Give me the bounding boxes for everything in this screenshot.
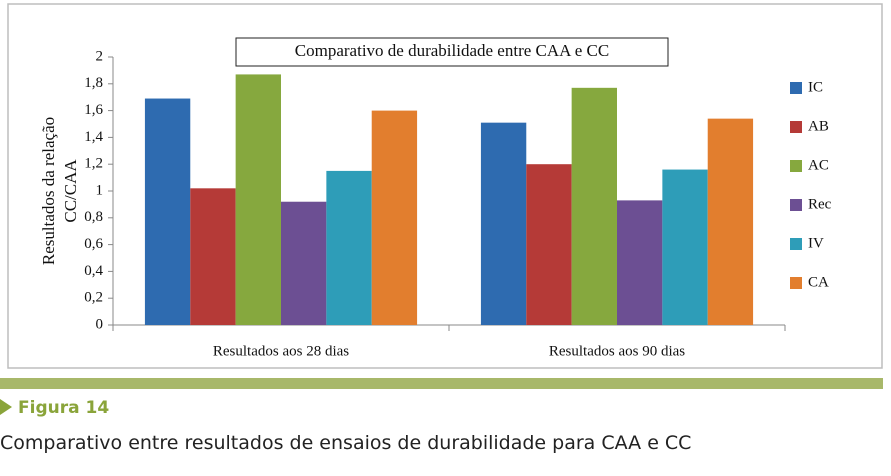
y-tick-label: 2 (96, 48, 104, 64)
legend-label: CA (808, 274, 829, 290)
bar (662, 169, 708, 325)
bar (617, 200, 663, 325)
y-tick-label: 1,2 (84, 156, 103, 172)
bar (371, 110, 418, 325)
legend-swatch (790, 82, 802, 94)
y-tick-label: 1 (96, 182, 104, 198)
bar (144, 98, 191, 325)
y-tick-label: 0,2 (84, 290, 103, 306)
y-axis-label: CC/CAA (61, 159, 80, 223)
legend-swatch (790, 121, 802, 133)
y-tick-label: 1,4 (84, 129, 103, 145)
chart-title: Comparativo de durabilidade entre CAA e … (295, 41, 609, 60)
bar (235, 74, 281, 325)
legend-label: AC (808, 157, 829, 173)
y-tick-label: 0,8 (84, 209, 103, 225)
legend-swatch (790, 277, 802, 289)
legend-label: AB (808, 118, 829, 134)
x-tick-label: Resultados aos 28 dias (213, 343, 349, 359)
y-tick-label: 0,4 (84, 263, 103, 279)
legend-label: Rec (808, 196, 832, 212)
bar (326, 170, 372, 325)
figure-caption: Comparativo entre resultados de ensaios … (0, 432, 692, 454)
legend-label: IC (808, 79, 823, 95)
y-tick-label: 1,8 (84, 75, 103, 91)
figure-label: Figura 14 (0, 398, 109, 418)
chart: Comparativo de durabilidade entre CAA e … (0, 3, 883, 389)
bar (480, 122, 527, 325)
bar (707, 118, 754, 325)
legend-swatch (790, 238, 802, 250)
marker (0, 399, 12, 415)
y-tick-label: 0,6 (84, 236, 103, 252)
bar (190, 188, 236, 325)
bar (526, 164, 572, 325)
legend-label: IV (808, 235, 824, 251)
y-tick-label: 0 (96, 316, 104, 332)
legend-swatch (790, 160, 802, 172)
title-box (235, 37, 669, 67)
bar (281, 201, 327, 325)
x-tick-label: Resultados aos 90 dias (549, 343, 685, 359)
y-tick-label: 1,6 (84, 102, 103, 118)
y-axis-label: Resultados da relação (39, 117, 58, 265)
separator-bar (0, 378, 883, 389)
legend-swatch (790, 199, 802, 211)
bar (571, 87, 617, 325)
figure-number: Figura 14 (18, 398, 110, 418)
